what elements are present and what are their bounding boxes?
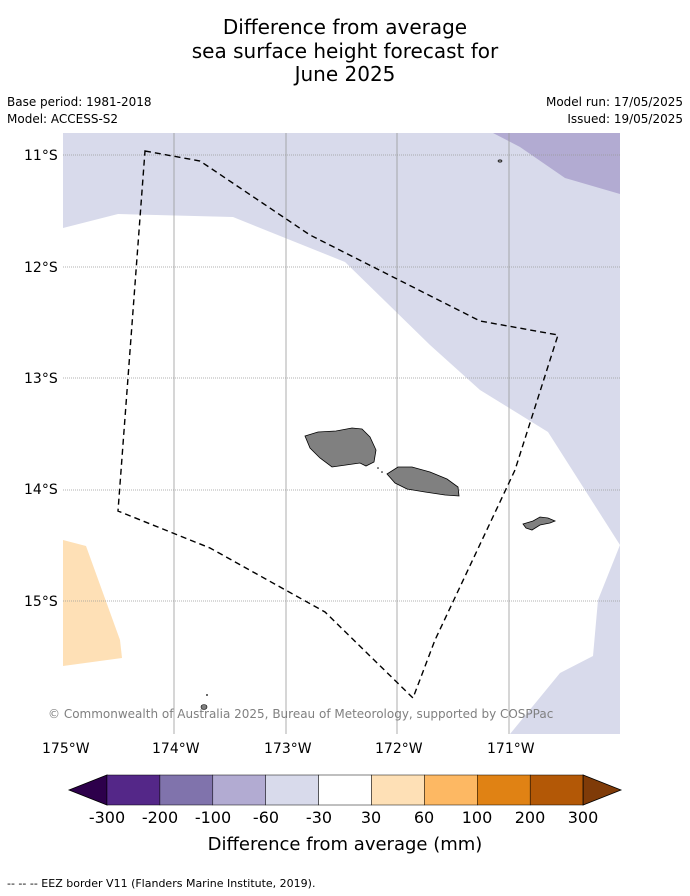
colorbar-tick: 30 — [360, 808, 382, 827]
anomaly-region-minus-60-to-minus-100 — [493, 133, 620, 194]
colorbar-tick: -200 — [141, 808, 179, 827]
colorbar-segment — [371, 774, 425, 806]
tutuila-island — [522, 516, 557, 531]
colorbar-tick: -100 — [194, 808, 232, 827]
colorbar-tick: 300 — [567, 808, 599, 827]
eez-border — [117, 150, 559, 700]
credit-text: © Commonwealth of Australia 2025, Bureau… — [48, 707, 554, 721]
islet-strait-dot-1 — [377, 467, 379, 469]
savaii-island — [304, 427, 377, 468]
title-line-3: June 2025 — [294, 62, 396, 86]
colorbar-tick: -300 — [88, 808, 126, 827]
title-line-2: sea surface height forecast for — [191, 39, 499, 63]
islet-north — [497, 159, 503, 163]
title-line-1: Difference from average — [222, 15, 468, 39]
colorbar-tick: -30 — [305, 808, 333, 827]
colorbar-segment — [106, 774, 161, 806]
colorbar-label: Difference from average (mm) — [207, 834, 483, 855]
colorbar-extend-low — [67, 774, 108, 806]
base-period-text: Base period: 1981-2018 — [7, 95, 152, 109]
colorbar-extend-high — [582, 774, 623, 806]
colorbar-segment — [265, 774, 319, 806]
lon-label-172w: 172°W — [375, 741, 423, 757]
colorbar-tick: 60 — [413, 808, 435, 827]
lon-label-173w: 173°W — [264, 741, 312, 757]
model-text: Model: ACCESS-S2 — [7, 112, 119, 126]
lat-label-12s: 12°S — [24, 260, 58, 276]
colorbar-segment — [424, 774, 478, 806]
islet-south — [200, 704, 208, 710]
islet-strait-dot-2 — [381, 471, 383, 473]
anomaly-region-30-to-60 — [63, 540, 122, 666]
lat-label-15s: 15°S — [24, 594, 58, 610]
upolu-island — [386, 466, 460, 497]
colorbar-segment — [529, 774, 584, 806]
anomaly-region-minus-30-to-minus-60 — [63, 133, 620, 734]
lon-label-171w: 171°W — [487, 741, 535, 757]
eez-border-note: -- -- -- EEZ border V11 (Flanders Marine… — [7, 877, 316, 890]
colorbar-segment — [159, 774, 214, 806]
colorbar-tick: 100 — [461, 808, 493, 827]
colorbar-segment — [318, 774, 372, 806]
colorbar — [67, 774, 623, 806]
colorbar-segment — [212, 774, 266, 806]
islet-southwest-dot — [206, 694, 208, 696]
colorbar-segment — [477, 774, 531, 806]
map-gridlines — [63, 133, 620, 734]
lon-label-174w: 174°W — [152, 741, 200, 757]
lat-label-13s: 13°S — [24, 371, 58, 387]
lat-label-14s: 14°S — [24, 482, 58, 498]
model-run-text: Model run: 17/05/2025 — [545, 95, 683, 109]
colorbar-tick: -60 — [252, 808, 280, 827]
lat-label-11s: 11°S — [24, 148, 58, 164]
issued-text: Issued: 19/05/2025 — [567, 112, 683, 126]
colorbar-tick: 200 — [514, 808, 546, 827]
lon-label-175w: 175°W — [42, 741, 90, 757]
